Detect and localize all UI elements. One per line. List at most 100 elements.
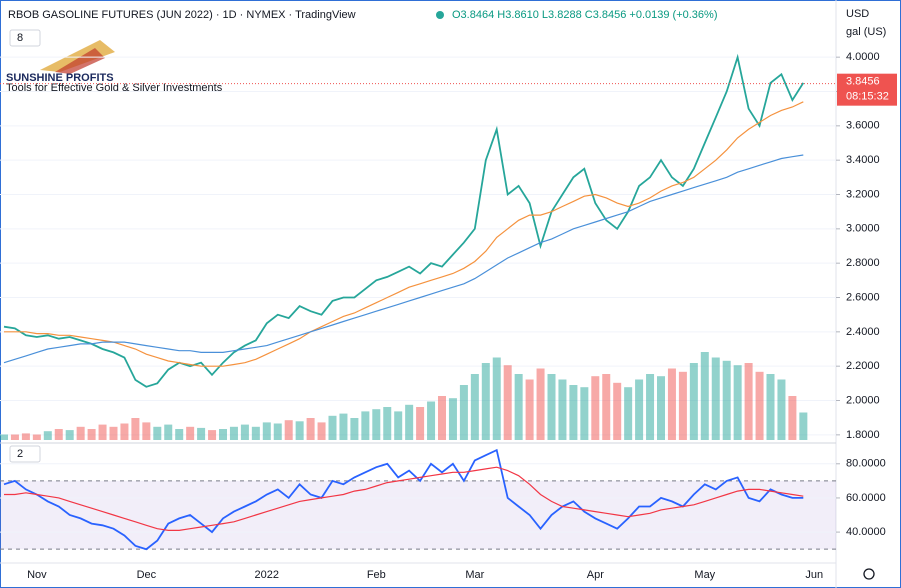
- last-price-box: [837, 73, 897, 106]
- change: +0.0139: [629, 9, 669, 21]
- volume-bar: [777, 379, 786, 440]
- volume-bar: [339, 413, 348, 440]
- volume-bar: [350, 418, 359, 440]
- volume-bar: [613, 382, 622, 440]
- y-tick-label: 60.0000: [846, 492, 886, 504]
- series-line: [3, 154, 804, 364]
- volume-bar: [755, 371, 764, 440]
- series-line: [4, 101, 804, 367]
- volume-bar: [142, 422, 151, 440]
- volume-bar: [0, 434, 8, 440]
- volume-bar: [383, 407, 392, 440]
- volume-bar: [317, 422, 326, 440]
- volume-bar: [558, 379, 567, 440]
- high: H3.8610: [497, 9, 539, 21]
- volume-bar: [208, 430, 217, 440]
- indicator-toggle[interactable]: [9, 445, 41, 463]
- volume-bar: [602, 374, 611, 440]
- volume-bar: [569, 385, 578, 440]
- volume-bar: [65, 430, 74, 440]
- y-tick-label: 3.0000: [846, 223, 880, 235]
- y-tick-label: 4.0000: [846, 51, 880, 63]
- volume-bar: [427, 401, 436, 440]
- volume-bar: [536, 368, 545, 440]
- volume-bar: [284, 420, 293, 440]
- volume-bar: [54, 429, 63, 440]
- indicator-count: 2: [17, 448, 23, 460]
- volume-bar: [32, 434, 41, 440]
- volume-bar: [21, 433, 30, 440]
- volume-bar: [689, 363, 698, 440]
- low: L3.8288: [542, 9, 582, 21]
- volume-bar: [492, 357, 501, 440]
- y-tick-label: 1.8000: [846, 429, 880, 441]
- x-tick-label: Jun: [805, 569, 823, 581]
- volume-bar: [251, 426, 260, 440]
- volume-bar: [10, 434, 19, 440]
- volume-bar: [744, 363, 753, 440]
- volume-bar: [361, 411, 370, 440]
- volume-bar: [503, 365, 512, 440]
- y-tick-label: 2.6000: [846, 291, 880, 303]
- y-tick-label: 2.8000: [846, 257, 880, 269]
- logo-name: SUNSHINE PROFITS: [6, 72, 114, 84]
- quote: O3.8464 H3.8610 L3.8288 C3.8456 +0.0139 …: [452, 9, 718, 21]
- volume-bar: [580, 387, 589, 440]
- y-tick-label: 3.4000: [846, 154, 880, 166]
- volume-bar: [646, 374, 655, 440]
- volume-bar: [722, 360, 731, 440]
- volume-bar: [799, 412, 808, 440]
- volume-bar: [678, 371, 687, 440]
- volume-bar: [186, 426, 195, 440]
- volume-bar: [405, 404, 414, 440]
- volume-bar: [164, 424, 173, 440]
- volume-bar: [481, 363, 490, 440]
- volume-bar: [788, 396, 797, 440]
- open: O3.8464: [452, 9, 494, 21]
- volume-bar: [87, 429, 96, 440]
- volume-bar: [591, 376, 600, 440]
- indicator-toggle[interactable]: [9, 29, 41, 47]
- volume-bar: [131, 418, 140, 440]
- volume-bar: [229, 426, 238, 440]
- volume-bar: [667, 368, 676, 440]
- x-tick-label: Apr: [587, 569, 604, 581]
- volume-bar: [273, 423, 282, 440]
- volume-bar: [306, 418, 315, 440]
- volume-bar: [514, 374, 523, 440]
- x-tick-label: 2022: [255, 569, 279, 581]
- last-price-label: 3.8456: [846, 76, 880, 88]
- volume-bar: [328, 415, 337, 440]
- series-line: [3, 448, 804, 551]
- volume-bar: [197, 427, 206, 440]
- volume-bar: [43, 431, 52, 440]
- volume-bar: [766, 374, 775, 440]
- y-tick-label: 2.0000: [846, 394, 880, 406]
- unit[interactable]: gal (US): [846, 26, 886, 38]
- volume-bar: [624, 387, 633, 440]
- volume-bar: [262, 422, 271, 440]
- x-tick-label: Nov: [27, 569, 47, 581]
- volume-bar: [109, 426, 118, 440]
- volume-bar: [76, 426, 85, 440]
- volume-bar: [153, 426, 162, 440]
- volume-bar: [448, 398, 457, 440]
- logo-swoosh: [40, 40, 115, 72]
- status-dot: [436, 11, 444, 19]
- volume-bar: [700, 352, 709, 440]
- x-tick-label: Mar: [465, 569, 484, 581]
- currency[interactable]: USD: [846, 8, 869, 20]
- volume-bar: [98, 424, 107, 440]
- y-tick-label: 40.0000: [846, 526, 886, 538]
- logo-swoosh: [55, 48, 105, 74]
- y-tick-label: 2.2000: [846, 360, 880, 372]
- logo-tagline: Tools for Effective Gold & Silver Invest…: [6, 82, 223, 94]
- y-tick-label: 3.6000: [846, 120, 880, 132]
- countdown: 08:15:32: [846, 91, 889, 103]
- volume-bar: [733, 365, 742, 440]
- x-tick-label: Dec: [137, 569, 157, 581]
- settings-icon[interactable]: [863, 568, 875, 580]
- volume-bar: [120, 423, 129, 440]
- volume-bar: [547, 374, 556, 440]
